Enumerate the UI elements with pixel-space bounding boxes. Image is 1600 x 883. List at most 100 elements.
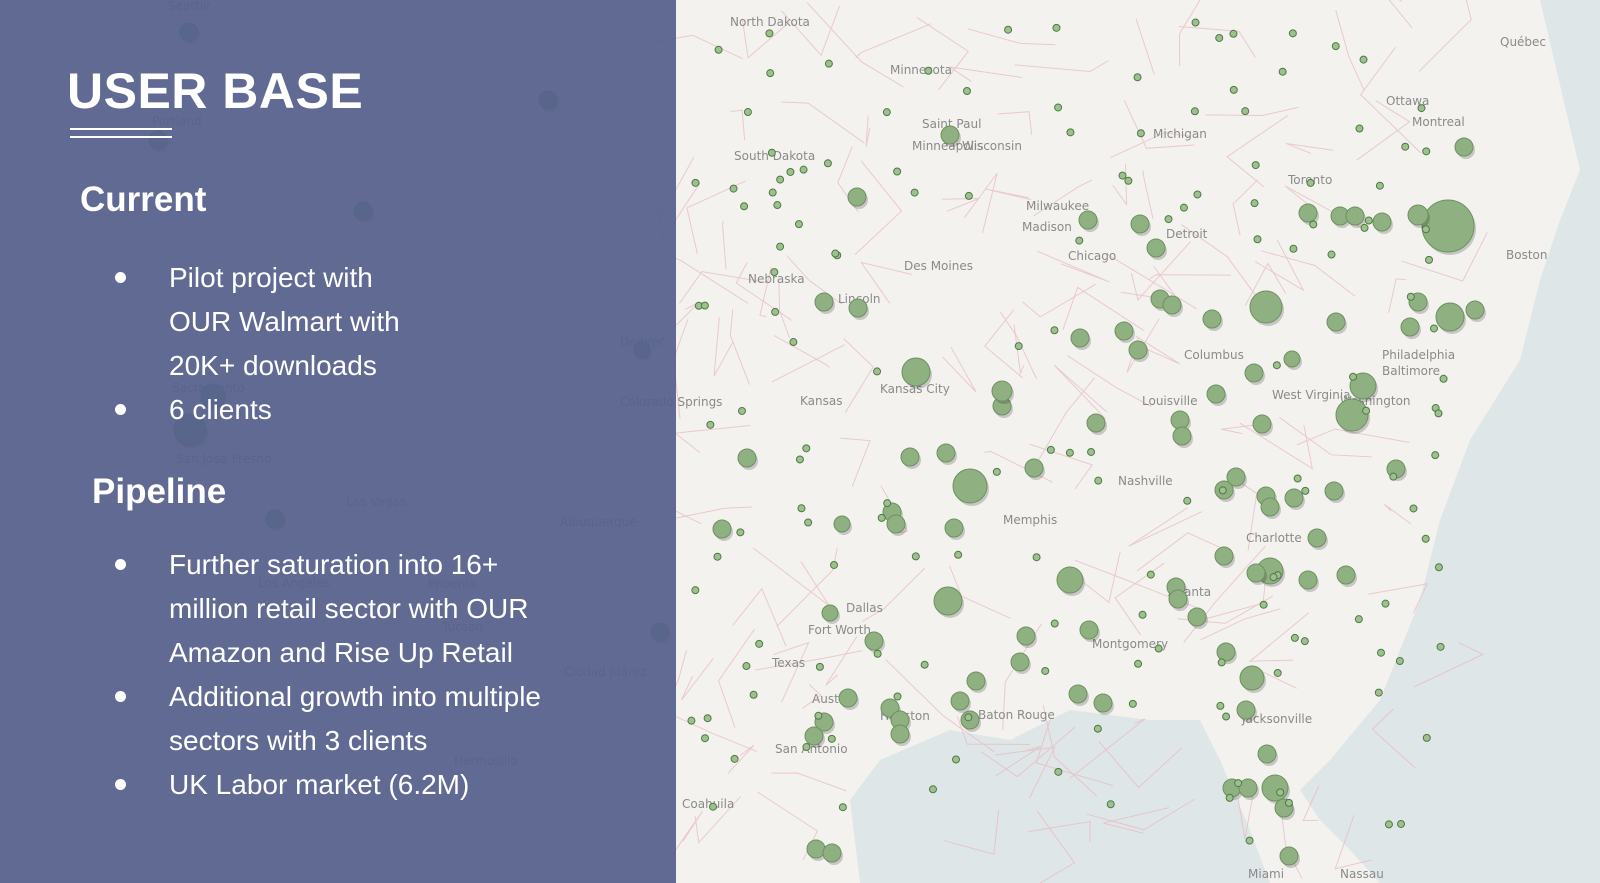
map-bubble [1454,137,1474,157]
map-bubble [1130,214,1150,234]
map-dot [1422,733,1431,742]
map-label: Wisconsin [962,139,1022,153]
map-dot [1284,798,1293,807]
road [1069,718,1146,779]
road [1239,422,1314,470]
map-dot [1093,724,1102,733]
road [1200,608,1281,641]
road [942,197,980,212]
map-dot [1349,372,1358,381]
map-label: Coahuila [682,797,734,811]
map-dot [1128,699,1137,708]
road [855,23,932,59]
road [718,628,755,728]
road [865,115,871,147]
map-dot [703,714,712,723]
map-dot [713,552,722,561]
road [729,309,751,385]
map-bubble [1216,642,1236,662]
map-bubble [1307,528,1327,548]
road [1260,250,1356,297]
map-dot [1215,33,1224,42]
map-dot [706,420,715,429]
map-dot [1225,793,1234,802]
road [949,66,1023,83]
road [1148,274,1231,281]
map-dot [873,367,882,376]
map-dot [814,711,823,720]
map-dot [1434,409,1443,418]
map-dot [1164,215,1173,224]
map-dot [1191,18,1200,27]
map-label: North Dakota [730,15,810,29]
map-dot [749,690,758,699]
bullet: Further saturation into 16+ million reta… [110,543,569,675]
road [1053,364,1108,420]
map-dot [1290,633,1299,642]
road [995,746,1056,799]
map-bubble [1170,410,1190,430]
map-dot [768,188,777,197]
road [735,262,792,321]
map-bubble [1465,300,1485,320]
map-dot [1193,190,1202,199]
map-dot [924,66,933,75]
map-label: Nassau [1340,867,1384,881]
road [1221,423,1263,435]
map-bubble [1261,774,1289,802]
map-dot [1429,324,1438,333]
map-dot [1406,292,1415,301]
map-dot [730,754,739,763]
map-dot [1395,657,1404,666]
road [1359,46,1422,154]
road [781,5,841,57]
road [1183,545,1266,643]
road [713,317,734,377]
section-heading: Current [80,180,207,219]
map-dot [1217,658,1226,667]
road [806,2,904,88]
road [854,160,903,255]
map-label: Minnesota [890,63,952,77]
map-dot [1389,472,1398,481]
map-label: Charlotte [1246,531,1302,545]
road [967,28,1056,46]
map-dot [1301,486,1310,495]
map-bubble [1372,212,1392,232]
road [1098,740,1183,789]
map-dot [1327,250,1336,259]
map-dot [824,59,833,68]
map-bubble [1146,238,1166,258]
map-dot [831,249,840,258]
road [1235,478,1258,551]
map-dot [1087,447,1096,456]
map-dot [838,803,847,812]
road [1135,335,1180,365]
map-bubble [804,726,824,746]
map-bubble [940,125,960,145]
map-dot [776,175,785,184]
map-bubble [1345,206,1365,226]
road [1128,507,1203,547]
road [1418,0,1472,72]
map-bubble [1078,210,1098,230]
map-dot [1431,451,1440,460]
map-label: Kansas City [880,382,950,396]
map-dot [1309,220,1318,229]
map-label: Texas [771,656,805,670]
map-bubble [1284,488,1304,508]
road [680,658,714,701]
map-label: Nashville [1118,474,1173,488]
map-dot [1375,181,1384,190]
map-dot [729,184,738,193]
map-bubble [1056,566,1084,594]
road [998,111,1033,135]
map-dot [883,499,892,508]
map-dot [1094,476,1103,485]
map-dot [1229,29,1238,38]
map-bubble [1239,665,1265,691]
map-bubble [1335,398,1369,432]
map-bubble [1086,413,1106,433]
road [1278,416,1372,458]
map-dot [964,713,973,722]
